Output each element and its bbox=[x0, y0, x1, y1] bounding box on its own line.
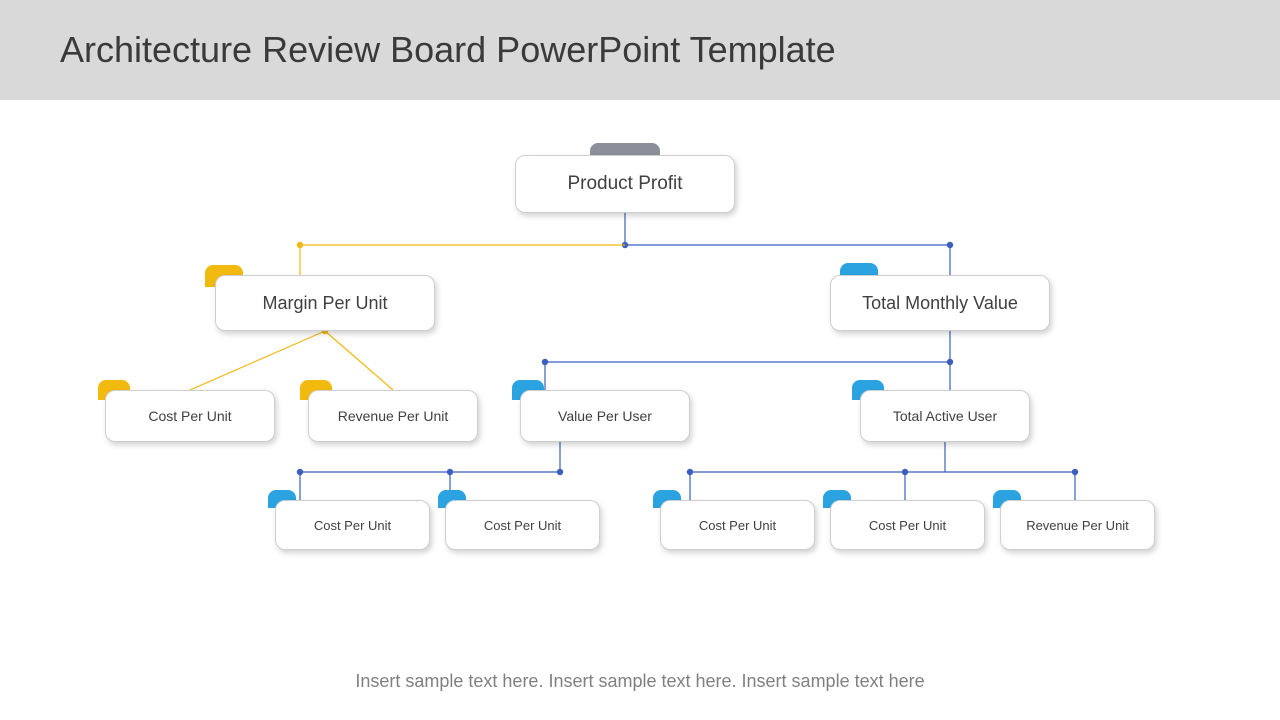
node-c1: Cost Per Unit bbox=[275, 500, 430, 550]
slide-title: Architecture Review Board PowerPoint Tem… bbox=[60, 29, 836, 71]
node-total: Total Monthly Value bbox=[830, 275, 1050, 331]
node-rev_u: Revenue Per Unit bbox=[308, 390, 478, 442]
slide-header: Architecture Review Board PowerPoint Tem… bbox=[0, 0, 1280, 100]
node-c4: Cost Per Unit bbox=[830, 500, 985, 550]
node-val_u: Value Per User bbox=[520, 390, 690, 442]
node-tot_a: Total Active User bbox=[860, 390, 1030, 442]
node-r2: Revenue Per Unit bbox=[1000, 500, 1155, 550]
node-c2: Cost Per Unit bbox=[445, 500, 600, 550]
diagram-canvas: Product Profit Margin Per Unit Total Month… bbox=[0, 100, 1280, 660]
node-c3: Cost Per Unit bbox=[660, 500, 815, 550]
node-cost_u: Cost Per Unit bbox=[105, 390, 275, 442]
node-margin: Margin Per Unit bbox=[215, 275, 435, 331]
footer-text: Insert sample text here. Insert sample t… bbox=[0, 671, 1280, 692]
node-root: Product Profit bbox=[515, 155, 735, 213]
